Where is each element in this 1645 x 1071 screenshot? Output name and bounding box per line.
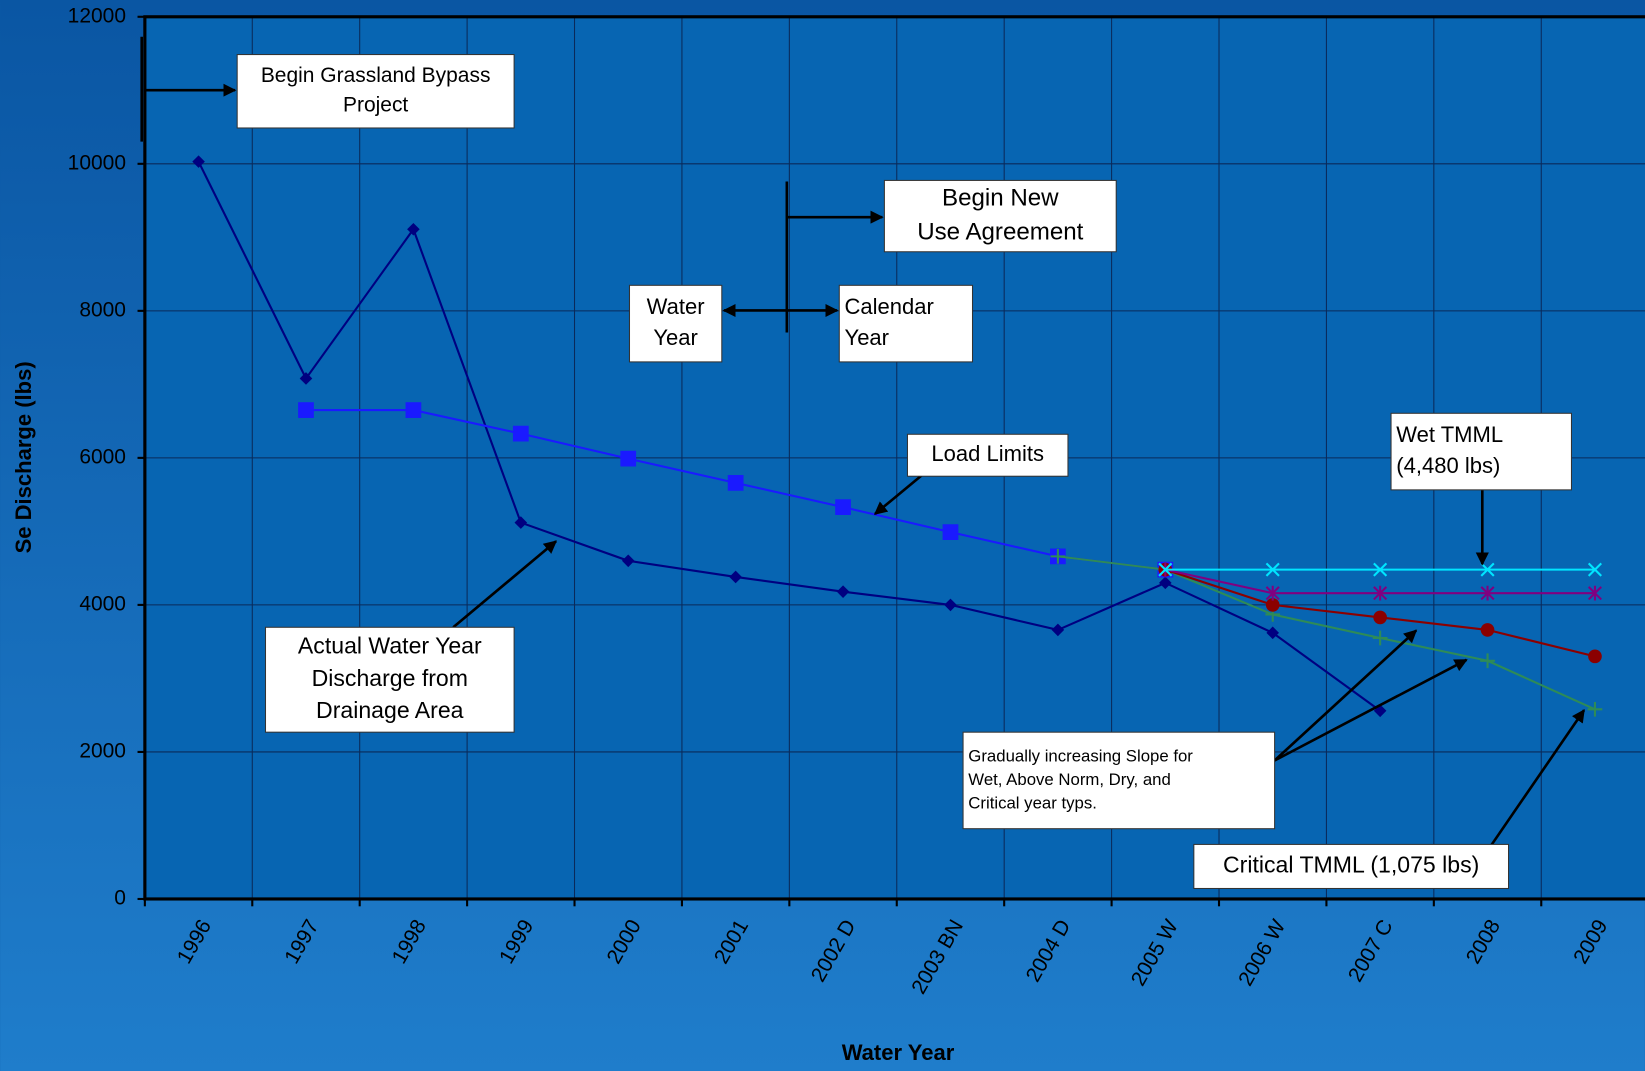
- data-point: [1480, 653, 1495, 669]
- data-point: [620, 450, 637, 467]
- data-point: [621, 554, 635, 568]
- annotation-text: Drainage Area: [316, 697, 464, 723]
- annotation-text: Load Limits: [931, 441, 1044, 466]
- data-point: [1372, 630, 1388, 646]
- y-tick-label: 6000: [79, 445, 126, 468]
- annotation-text: Gradually increasing Slope for: [968, 746, 1193, 765]
- arrow: [1488, 709, 1586, 849]
- annotation-text: Begin New: [942, 185, 1059, 212]
- annotation-box: [628, 284, 723, 363]
- arrow: [873, 473, 925, 516]
- annotation-box: [264, 626, 515, 733]
- data-point: [1587, 562, 1602, 577]
- data-point: [1265, 598, 1280, 612]
- data-point: [835, 499, 851, 515]
- data-point: [836, 585, 850, 598]
- data-point: [1158, 562, 1173, 577]
- data-point: [1480, 585, 1495, 601]
- y-tick-label: 2000: [79, 739, 126, 762]
- data-point: [727, 475, 744, 491]
- data-point: [1265, 585, 1280, 601]
- annotation-text: Discharge from: [312, 665, 468, 691]
- data-point: [405, 402, 422, 418]
- y-tick-label: 4000: [79, 592, 126, 615]
- annotation-text: Year: [653, 325, 697, 350]
- data-point: [298, 402, 314, 418]
- data-point: [192, 155, 205, 168]
- arrow: [452, 540, 558, 629]
- annotation-box: [962, 731, 1276, 830]
- annotation-text: (4,480 lbs): [1396, 453, 1500, 478]
- annotation-box: [838, 284, 974, 363]
- annotation-text: Project: [343, 93, 408, 116]
- data-point: [1051, 623, 1065, 637]
- annotation-text: Water: [647, 294, 705, 319]
- data-point: [1265, 562, 1280, 577]
- data-point: [1588, 649, 1602, 664]
- annotation-text: Use Agreement: [917, 218, 1083, 245]
- plot-border: [143, 15, 1645, 901]
- y-tick-label: 10000: [68, 151, 126, 174]
- data-point: [944, 598, 957, 612]
- data-point: [407, 222, 420, 236]
- annotation-box: [1390, 412, 1572, 491]
- annotation-text: Critical TMML (1,075 lbs): [1223, 852, 1479, 878]
- data-point: [1373, 610, 1387, 625]
- annotation-text: Wet TMML: [1396, 422, 1503, 447]
- arrows: [140, 36, 1586, 849]
- annotations: Begin Grassland Bypass Project Begin New Us…: [236, 54, 1572, 890]
- annotation-text: Calendar: [845, 294, 934, 319]
- arrow: [1273, 629, 1418, 762]
- annotation-text: Begin Grassland Bypass: [261, 64, 491, 87]
- data-point: [1587, 585, 1602, 601]
- data-point: [942, 524, 959, 540]
- data-point: [1050, 549, 1066, 564]
- data-point: [1480, 623, 1495, 637]
- data-point: [512, 425, 529, 442]
- series-line: [197, 161, 1381, 712]
- data-point: [299, 372, 313, 385]
- data-point: [1587, 701, 1603, 717]
- x-axis-title: Water Year: [842, 1040, 955, 1065]
- arrow: [1273, 658, 1468, 762]
- data-point: [729, 570, 742, 584]
- series-line: [1057, 555, 1596, 711]
- annotation-box: [1193, 843, 1510, 890]
- y-tick-label: 0: [114, 887, 126, 910]
- annotation-text: Actual Water Year: [298, 633, 482, 659]
- y-tick-label: 8000: [79, 298, 126, 321]
- annotation-box: [236, 54, 515, 129]
- data-point: [1373, 562, 1388, 577]
- annotation-box: [883, 179, 1117, 253]
- annotation-text: Wet, Above Norm, Dry, and: [968, 770, 1171, 789]
- data-point: [1373, 585, 1388, 601]
- y-tick-label: 12000: [68, 4, 126, 27]
- annotation-box: [906, 433, 1069, 477]
- annotation-text: Year: [845, 325, 889, 350]
- y-axis-title: Se Discharge (lbs): [11, 361, 36, 553]
- annotation-text: Critical year typs.: [968, 793, 1097, 812]
